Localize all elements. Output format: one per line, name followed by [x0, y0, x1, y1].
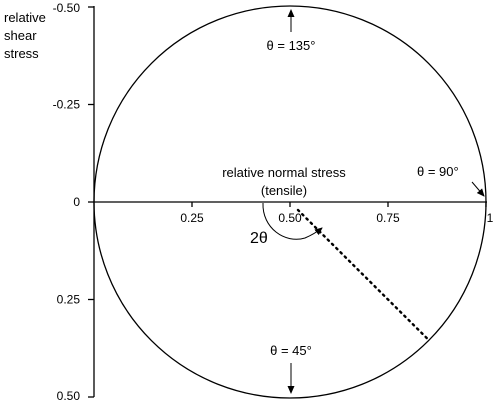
x-tick-label: 0.25: [180, 211, 204, 225]
y-axis-label: relative shear stress: [4, 10, 50, 61]
y-tick-label: 0: [73, 195, 80, 209]
y-tick-label: -0.50: [53, 1, 81, 15]
theta-45-label: θ = 45°: [270, 343, 312, 358]
y-axis-label-line3: stress: [4, 46, 39, 61]
normal-stress-label-tensile: (tensile): [261, 183, 307, 198]
y-axis-label-line2: shear: [4, 28, 37, 43]
y-tick-label: 0.50: [57, 389, 81, 403]
shear-axis-ticks: -0.50 -0.25 0 0.25 0.50: [53, 1, 94, 403]
theta-90-arrow: [471, 181, 485, 197]
stress-state-radius: [296, 208, 429, 340]
normal-axis-ticks: 0.25 0.50 0.75 1: [180, 202, 494, 225]
theta-90-label: θ = 90°: [417, 164, 459, 179]
x-tick-label: 0.75: [376, 211, 400, 225]
y-axis-label-line1: relative: [4, 10, 46, 25]
y-tick-label: 0.25: [57, 293, 81, 307]
x-tick-label: 1: [487, 211, 494, 225]
two-theta-arc: [262, 202, 323, 240]
y-tick-label: -0.25: [53, 98, 81, 112]
mohr-circle: [93, 5, 487, 399]
theta-135-label: θ = 135°: [267, 38, 316, 53]
two-theta-label: 2θ: [250, 230, 268, 247]
normal-stress-label: relative normal stress: [222, 165, 346, 180]
x-tick-label: 0.50: [278, 211, 302, 225]
